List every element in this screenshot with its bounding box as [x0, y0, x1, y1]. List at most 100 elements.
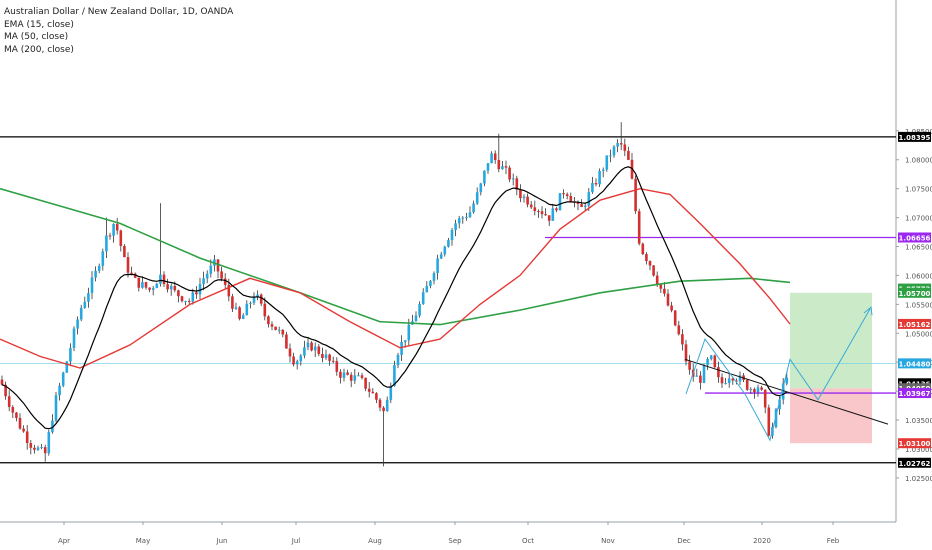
candle-up: [205, 273, 209, 279]
candle-down: [180, 296, 184, 302]
candle-down: [4, 384, 7, 397]
candle-down: [580, 204, 583, 207]
candle-down: [223, 278, 227, 285]
candle-down: [364, 377, 367, 389]
candle-down: [619, 143, 623, 145]
candle-up: [468, 212, 472, 218]
candle-up: [601, 169, 605, 171]
candle-down: [267, 316, 270, 325]
candle-down: [677, 325, 681, 335]
candle-up: [76, 319, 79, 329]
y-tick-label: 1.06000: [905, 272, 932, 280]
candle-down: [648, 261, 652, 266]
x-tick-label: Apr: [58, 537, 70, 545]
price-label: 1.04480: [899, 360, 931, 368]
candle-down: [292, 356, 295, 365]
candle-down: [533, 207, 537, 212]
candle-up: [774, 409, 778, 428]
candle-up: [511, 178, 515, 180]
candle-down: [684, 344, 688, 362]
candle-down: [259, 294, 263, 304]
candle-up: [756, 387, 760, 393]
candle-up: [353, 375, 357, 381]
candle-down: [43, 447, 47, 454]
candle-up: [234, 307, 238, 309]
candle-down: [627, 150, 630, 160]
candle-down: [760, 387, 763, 390]
candle-down: [663, 288, 666, 294]
candle-down: [220, 271, 223, 279]
candle-down: [371, 391, 375, 394]
y-tick-label: 1.03500: [905, 417, 932, 425]
candle-down: [162, 274, 166, 285]
candle-up: [724, 383, 727, 385]
candle-up: [40, 447, 43, 449]
price-label: 1.05162: [899, 321, 931, 329]
candle-up: [245, 303, 249, 316]
candle-down: [637, 211, 641, 244]
candle-up: [79, 307, 83, 320]
candle-down: [576, 202, 580, 205]
candle-up: [421, 292, 425, 304]
projection-path: [685, 308, 871, 442]
x-tick-label: Sep: [448, 537, 462, 545]
candle-up: [72, 328, 76, 349]
candle-up: [598, 170, 601, 185]
candle-up: [781, 383, 785, 400]
candle-up: [87, 293, 90, 302]
trendline: [684, 358, 889, 425]
candle-up: [454, 223, 457, 231]
candle-up: [436, 258, 439, 274]
candle-up: [429, 280, 432, 287]
candle-up: [191, 292, 195, 302]
candle-down: [216, 259, 220, 272]
candle-up: [342, 372, 346, 378]
candle-down: [688, 361, 691, 370]
candle-down: [137, 277, 141, 288]
candle-down: [22, 428, 25, 432]
candle-up: [324, 354, 328, 358]
candle-down: [720, 377, 724, 384]
candle-down: [166, 284, 169, 290]
price-label-bg: [898, 438, 931, 449]
candle-up: [418, 303, 421, 316]
price-label-bg: [898, 388, 931, 399]
legend-ema15: EMA (15, close): [4, 19, 74, 30]
candle-down: [515, 178, 519, 190]
candle-down: [173, 285, 177, 291]
price-label: 1.06656: [899, 234, 931, 242]
candle-up: [591, 183, 594, 193]
chart-legend: Australian Dollar / New Zealand Dollar, …: [4, 6, 233, 56]
candle-down: [108, 235, 112, 237]
candle-down: [328, 354, 331, 361]
candle-up: [479, 183, 483, 193]
candle-up: [785, 377, 789, 384]
candle-up: [256, 294, 259, 298]
candle-down: [144, 282, 148, 288]
candle-down: [555, 208, 558, 211]
candle-down: [529, 204, 533, 208]
candle-up: [727, 378, 731, 384]
candle-up: [303, 347, 306, 356]
candle-up: [202, 278, 205, 285]
candle-down: [594, 183, 598, 185]
candles: [0, 122, 789, 467]
candle-up: [461, 217, 465, 219]
candle-up: [184, 300, 187, 302]
candle-down: [321, 353, 324, 358]
candle-down: [508, 167, 511, 180]
candle-down: [767, 407, 771, 436]
x-tick-label: May: [136, 537, 150, 545]
candle-down: [335, 361, 339, 372]
candle-up: [112, 223, 115, 236]
price-label-bg: [898, 358, 931, 369]
candle-up: [709, 355, 713, 360]
candle-down: [317, 346, 321, 354]
candle-down: [699, 375, 702, 383]
candle-up: [558, 193, 562, 211]
candle-up: [141, 282, 144, 288]
x-tick-label: Feb: [827, 537, 840, 545]
candle-down: [634, 178, 637, 212]
x-tick-label: Aug: [368, 537, 382, 545]
